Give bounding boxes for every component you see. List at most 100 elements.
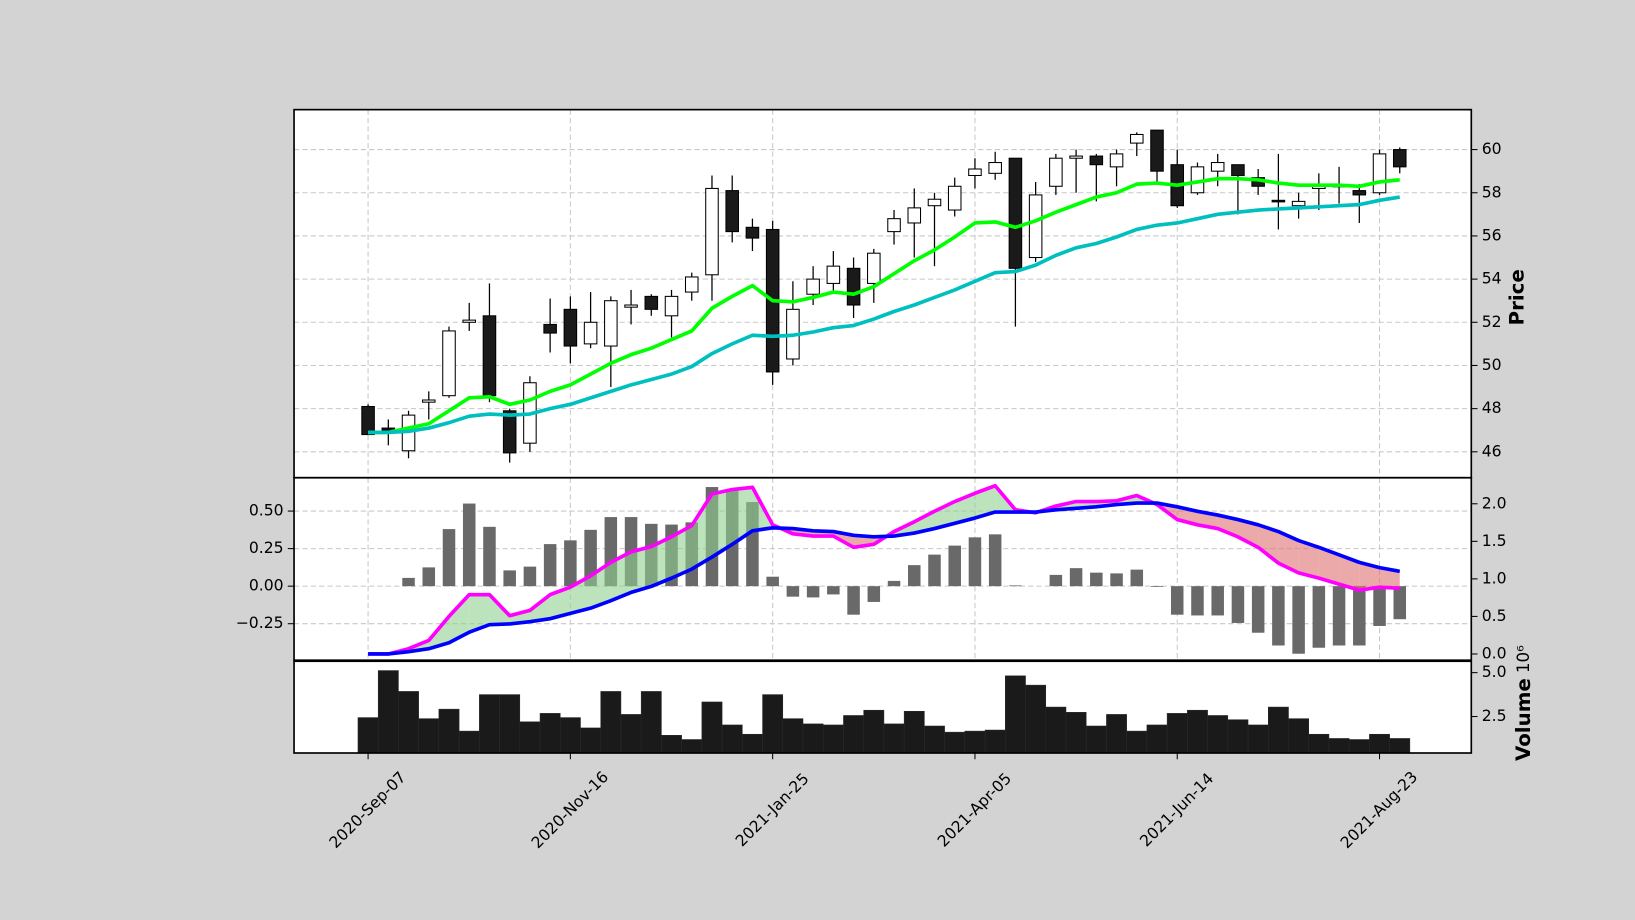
histogram-bar — [1353, 586, 1366, 646]
histogram-bar — [503, 570, 516, 587]
x-tick-label: 2020-Nov-16 — [527, 767, 612, 852]
candle-body — [907, 207, 922, 224]
histogram-bar — [1049, 574, 1063, 587]
volume-bar — [1247, 724, 1269, 754]
volume-bar — [1348, 739, 1370, 754]
y-tick-label: 48 — [1482, 398, 1502, 417]
volume-bar — [782, 718, 804, 754]
y-tick-label: 56 — [1482, 225, 1502, 244]
candle-body — [583, 321, 598, 345]
histogram-bar — [1191, 586, 1204, 616]
volume-bar — [1227, 719, 1249, 754]
volume-bar — [620, 714, 642, 754]
x-tick-label: 2021-Aug-23 — [1336, 767, 1421, 852]
histogram-bar — [827, 586, 840, 595]
candle-body — [1008, 157, 1023, 269]
candle-body — [442, 330, 456, 397]
volume-bar — [984, 729, 1006, 754]
histogram-bar — [1069, 568, 1083, 587]
histogram-bar — [1332, 586, 1346, 646]
candle-body — [684, 276, 699, 293]
volume-bar — [1308, 733, 1330, 754]
volume-bar — [924, 725, 945, 754]
macd-fill — [691, 494, 712, 570]
macd-fill — [711, 489, 733, 558]
candle-body — [968, 168, 982, 177]
candle-body — [604, 300, 618, 347]
histogram-bar — [1170, 586, 1184, 615]
y-tick-label: 2.5 — [1482, 706, 1507, 725]
macd-fill — [1298, 540, 1319, 579]
macd-fill — [1278, 531, 1299, 573]
volume-bar — [1065, 712, 1087, 754]
panel-frame — [293, 660, 1473, 754]
volume-bar — [802, 723, 824, 754]
volume-bar — [681, 739, 703, 754]
volume-bar — [1106, 714, 1127, 754]
histogram-bar — [1272, 586, 1285, 646]
x-tick-label: 2021-Jun-14 — [1136, 769, 1218, 851]
line-series — [368, 195, 1401, 435]
candle-body — [664, 295, 679, 317]
candle-body — [988, 162, 1002, 174]
macd-fill — [1258, 524, 1279, 564]
candle-body — [563, 308, 578, 347]
macd-fill — [974, 485, 996, 519]
x-tick-label: 2021-Apr-05 — [933, 769, 1015, 851]
candle-body — [1271, 199, 1286, 203]
histogram-bar — [1312, 586, 1326, 648]
line-series — [368, 176, 1400, 435]
candle-body — [1150, 129, 1164, 172]
macd-fill — [631, 546, 652, 593]
macd-fill — [550, 587, 571, 619]
y-tick-label: 2.0 — [1482, 493, 1507, 512]
macd-fill — [469, 594, 490, 633]
y-tick-label: 0.0 — [1482, 643, 1507, 662]
macd-fill — [1237, 519, 1259, 548]
volume-bar — [661, 735, 682, 754]
y-tick-label: 52 — [1482, 312, 1502, 331]
volume-bar — [1207, 715, 1229, 754]
macd-fill — [529, 594, 551, 622]
candle-body — [421, 399, 436, 403]
candle-body — [1210, 162, 1225, 172]
volume-bar — [418, 718, 440, 754]
candle-body — [846, 267, 861, 306]
volume-bar — [1268, 706, 1289, 754]
candle-body — [644, 295, 659, 310]
candle-body — [361, 405, 375, 436]
volume-bar — [944, 731, 966, 754]
volume-bar — [600, 691, 622, 754]
macd-fill — [1339, 554, 1360, 591]
y-tick-label: 54 — [1482, 269, 1502, 288]
histogram-bar — [483, 526, 496, 587]
histogram-bar — [1009, 585, 1022, 587]
histogram-bar — [1292, 586, 1305, 654]
histogram-bar — [1393, 586, 1407, 620]
candle-body — [462, 319, 477, 323]
histogram-bar — [523, 566, 537, 587]
volume-bar — [883, 723, 905, 754]
candle-body — [725, 190, 739, 233]
candle-body — [1130, 133, 1144, 144]
volume-bar — [479, 694, 500, 754]
y-tick-label: 60 — [1482, 139, 1502, 158]
macd-fill — [1217, 515, 1238, 537]
candle-body — [1231, 164, 1245, 177]
volume-bar — [1085, 725, 1107, 754]
volume-bar — [357, 717, 379, 754]
candle-body — [624, 304, 638, 308]
candle-body — [1069, 155, 1083, 159]
candle-body — [826, 265, 841, 284]
volume-bar — [1369, 733, 1390, 754]
histogram-bar — [1231, 586, 1245, 623]
histogram-bar — [847, 586, 860, 615]
x-tick-label: 2020-Sep-07 — [325, 767, 409, 851]
volume-bar — [1146, 724, 1168, 754]
candle-body — [1049, 157, 1063, 187]
candle-body — [1089, 155, 1104, 166]
price-axis-label: Price — [1506, 269, 1529, 325]
volume-bar — [762, 694, 784, 754]
histogram-bar — [766, 576, 779, 587]
